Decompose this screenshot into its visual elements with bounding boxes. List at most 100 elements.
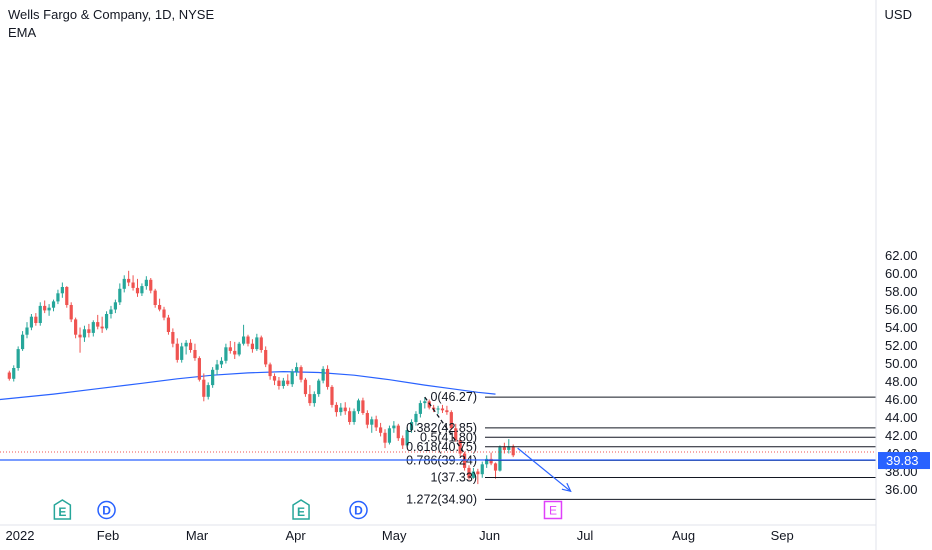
candle (352, 408, 356, 425)
candle-body (423, 401, 427, 404)
candle-body (339, 407, 343, 413)
candle-body (365, 413, 369, 425)
candle (193, 343, 197, 361)
candle (379, 422, 383, 437)
candle-body (233, 350, 237, 355)
candle (175, 338, 179, 363)
candle-body (140, 286, 144, 294)
candle-body (104, 314, 109, 329)
candle-body (281, 380, 285, 386)
candle-body (449, 412, 453, 429)
candle (462, 451, 467, 471)
candle (356, 398, 361, 414)
candle-body (219, 360, 224, 365)
earnings-marker[interactable]: E (543, 500, 563, 520)
candle (34, 313, 38, 326)
candle-body (118, 288, 122, 303)
candle-body (295, 367, 299, 372)
candle (56, 289, 60, 305)
candle-body (29, 316, 34, 328)
candle (12, 365, 16, 382)
candle-body (361, 400, 365, 413)
candle-body (69, 305, 73, 320)
candle (272, 373, 277, 386)
candle-body (206, 385, 210, 397)
candle (43, 300, 47, 314)
candle-body (445, 410, 449, 413)
candle-body (502, 447, 506, 450)
candle (286, 374, 290, 386)
event-marker[interactable]: E (292, 499, 310, 520)
candle (47, 304, 51, 316)
event-badge (53, 499, 72, 520)
candle-body (264, 350, 268, 365)
candle-body (51, 301, 56, 308)
y-tick-label: 46.00 (885, 392, 918, 407)
candle-body (356, 400, 361, 412)
candle-body (272, 376, 277, 381)
candle-body (414, 413, 418, 422)
candle (122, 275, 126, 293)
candle-body (131, 282, 135, 288)
candle-body (476, 471, 480, 475)
x-tick-label: Jun (479, 528, 500, 543)
candle (228, 341, 232, 354)
candle-body (158, 305, 162, 310)
candle (250, 339, 255, 353)
candle-body (166, 317, 171, 332)
candle-body (325, 368, 330, 387)
fibonacci-retracement: 0(46.27) 0.382(42.85)0.5(41.80)0.618(40.7… (406, 390, 876, 506)
candle-body (343, 407, 347, 412)
earnings-badge-label: E (549, 504, 557, 518)
candle (303, 377, 308, 397)
candle-body (60, 287, 64, 294)
candle (436, 405, 440, 414)
candle (91, 320, 95, 337)
candle (295, 362, 299, 377)
candle-body (65, 287, 69, 305)
candle-body (303, 379, 308, 395)
dividend-marker[interactable]: D (97, 500, 116, 520)
candle (224, 343, 228, 364)
candle (144, 276, 148, 290)
dividend-badge-label: D (354, 504, 363, 518)
y-tick-label: 52.00 (885, 338, 918, 353)
candle (392, 421, 396, 433)
candle-body (149, 279, 153, 291)
candle-body (20, 334, 25, 350)
candle-body (387, 428, 392, 443)
candle-body (153, 290, 157, 305)
candle (414, 411, 418, 426)
candle (135, 278, 140, 297)
candle (127, 270, 131, 287)
candle-body (16, 349, 20, 368)
event-marker[interactable]: E (53, 499, 72, 520)
candle-body (184, 342, 188, 347)
candle (308, 385, 312, 406)
candle-body (12, 368, 16, 379)
indicator-label[interactable]: EMA (8, 25, 37, 40)
candle (498, 445, 502, 472)
candle (69, 302, 73, 323)
candle-body (255, 337, 259, 350)
dividend-marker[interactable]: D (349, 500, 368, 520)
candle-body (352, 411, 356, 422)
candle (387, 425, 392, 445)
candle (162, 306, 166, 321)
dividend-badge (349, 500, 368, 520)
candle (445, 405, 449, 415)
candle-body (127, 278, 131, 283)
y-tick-label: 54.00 (885, 320, 918, 335)
candle (74, 317, 78, 339)
candle (96, 314, 100, 330)
candle (211, 367, 215, 388)
candle (131, 275, 135, 291)
candle (458, 439, 462, 457)
y-tick-label: 58.00 (885, 284, 918, 299)
fib-trend-line (424, 396, 466, 454)
dividend-badge (97, 500, 116, 520)
candle-body (162, 309, 166, 318)
candle-body (454, 428, 458, 440)
